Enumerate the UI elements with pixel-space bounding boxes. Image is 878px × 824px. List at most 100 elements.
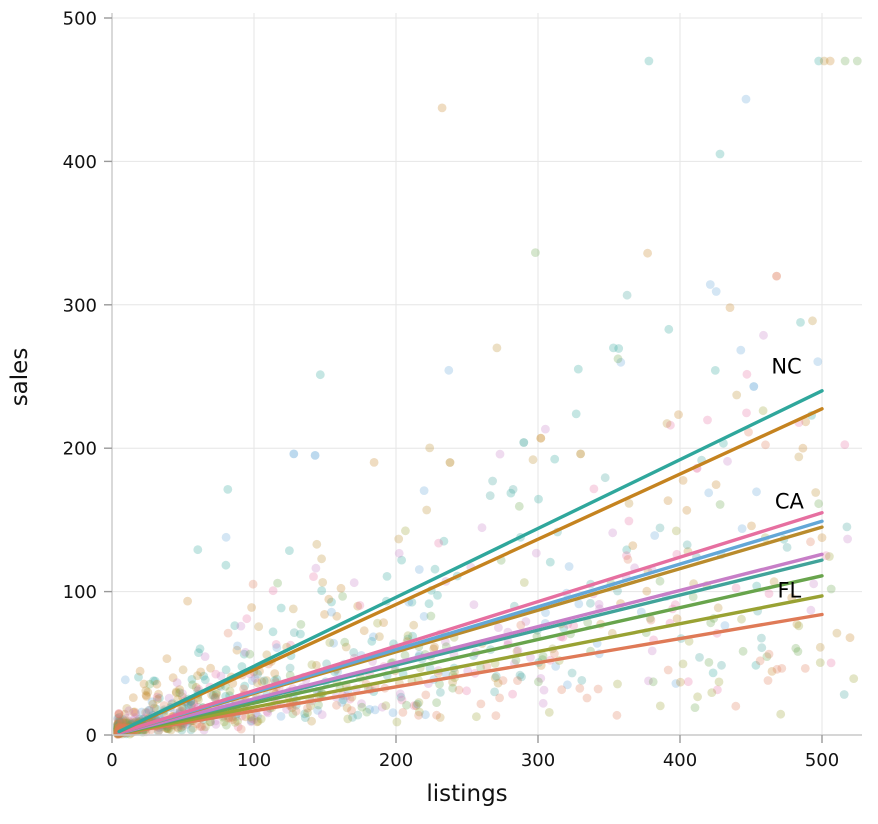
scatter-point [806,605,816,615]
scatter-point [541,424,550,434]
scatter-point [276,603,286,613]
scatter-point [152,692,162,702]
scatter-point [114,721,123,731]
scatter-point [113,721,123,731]
x-tick-label: 100 [237,750,271,771]
regression-line [117,574,824,736]
scatter-point-outlier [536,433,546,443]
scatter-point [114,716,124,726]
scatter-point [755,656,765,666]
scatter-point [178,689,188,699]
scatter-point [271,640,281,649]
scatter-point [303,703,312,713]
scatter-point [623,555,633,564]
scatter-point [738,646,748,656]
scatter-point [571,409,581,419]
scatter-point [300,709,310,719]
scatter-point [676,677,685,687]
scatter-point [145,679,155,689]
scatter-point [421,690,431,700]
scatter-point [394,534,404,544]
scatter-point [531,248,540,257]
scatter-point [646,615,656,625]
scatter-point [650,531,660,540]
scatter-point [137,707,147,717]
scatter-point [539,685,549,695]
scatter-point [130,707,140,717]
scatter-point [435,713,445,722]
scatter-point [236,621,246,631]
scatter-point [178,665,188,675]
scatter-point [115,718,125,727]
scatter-point [714,677,724,687]
scatter-point [430,642,439,652]
scatter-point [764,589,774,598]
scatter-point [706,618,716,628]
scatter-point [329,638,338,648]
scatter-point [397,695,407,705]
scatter-point [247,603,256,612]
scatter-point [212,688,221,697]
regression-line [117,612,824,736]
scatter-point [616,357,626,367]
scatter-point [485,491,495,500]
scatter-point [253,711,262,721]
scatter-point [239,649,249,659]
scatter-point [397,555,406,565]
scatter-point [394,548,404,558]
scatter-point [609,343,618,353]
scatter-point [303,708,312,718]
scatter-point [117,718,127,728]
scatter-point [306,701,315,711]
scatter-point [233,641,242,651]
scatter-point [550,649,559,658]
scatter-point [613,354,623,364]
scatter-point [149,676,159,686]
scatter-point [147,697,157,707]
scatter-point [751,660,761,670]
scatter-point [211,720,221,729]
scatter-point [253,669,262,679]
scatter-point [655,701,665,711]
scatter-point [409,701,419,711]
scatter-point [840,56,850,66]
scatter-point [808,316,817,326]
scatter-point [622,545,632,555]
scatter-point [285,663,295,673]
scatter-point [113,722,123,732]
scatter-point [513,646,523,655]
line-label-NC: NC [771,355,801,379]
scatter-point [207,690,217,700]
y-tick-label: 0 [86,726,97,747]
x-tick-label: 500 [805,750,839,771]
scatter-point [490,673,500,683]
scatter-point [414,710,423,720]
scatter-point [843,534,852,544]
scatter-point [249,715,259,724]
scatter-point [419,612,429,621]
scatter-point [538,651,548,661]
regression-line-CA [117,511,824,735]
scatter-point [693,692,702,702]
scatter-point [312,660,321,670]
scatter-point [336,583,346,593]
scatter-point [246,712,256,722]
scatter-point [197,722,207,731]
scatter-point [526,653,535,662]
scatter-point [528,455,538,465]
scatter-point [573,364,583,374]
scatter-point [223,628,233,638]
scatter-point [288,709,298,719]
scatter-point [403,631,413,641]
scatter-point [341,642,351,652]
scatter-point [381,701,391,710]
scatter-point [288,604,298,614]
scatter-point [300,713,310,722]
scatter-point [313,706,322,715]
scatter-point [115,721,125,731]
scatter-point [731,583,741,593]
scatter-point [121,718,130,728]
scatter-point [815,658,825,667]
y-tick-label: 100 [63,582,97,603]
